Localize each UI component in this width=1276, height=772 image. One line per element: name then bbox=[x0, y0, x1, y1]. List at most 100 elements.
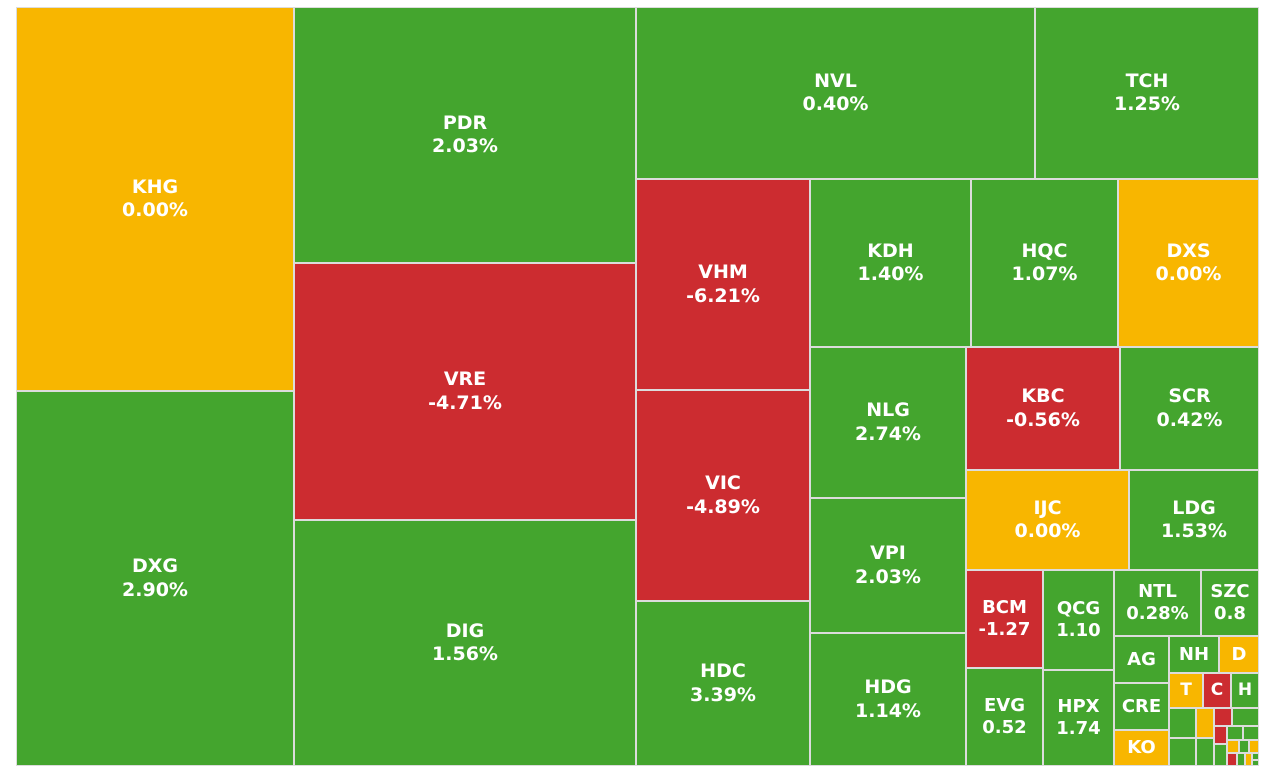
tile-label: KBC -0.56% bbox=[1006, 385, 1080, 431]
tile-t: T bbox=[1169, 673, 1203, 708]
tile-label: SCR 0.42% bbox=[1157, 385, 1223, 431]
tile-small bbox=[1252, 760, 1259, 766]
tile-ag: AG bbox=[1114, 636, 1169, 683]
tile-vic: VIC -4.89% bbox=[636, 390, 810, 601]
tile-label: QCG 1.10 bbox=[1056, 598, 1100, 642]
change-label: 1.10 bbox=[1056, 620, 1101, 641]
ticker-label: VPI bbox=[870, 542, 906, 565]
tile-label: AG bbox=[1127, 649, 1156, 671]
ticker-label: EVG bbox=[983, 695, 1025, 717]
tile-small bbox=[1245, 753, 1252, 766]
ticker-label: CRE bbox=[1121, 695, 1162, 717]
ticker-label: TCH bbox=[1125, 69, 1169, 92]
change-label: 2.03% bbox=[432, 135, 498, 157]
tile-small bbox=[1227, 726, 1243, 740]
tile-kdh: KDH 1.40% bbox=[810, 179, 971, 347]
tile-small bbox=[1169, 738, 1196, 766]
ticker-label: VRE bbox=[443, 368, 487, 391]
tile-hqc: HQC 1.07% bbox=[971, 179, 1118, 347]
tile-hpx: HPX 1.74 bbox=[1043, 670, 1114, 766]
tile-label: DXG 2.90% bbox=[122, 555, 188, 601]
change-label: 0.42% bbox=[1156, 408, 1223, 431]
tile-d: D bbox=[1219, 636, 1259, 673]
change-label: 1.40% bbox=[857, 263, 924, 285]
tile-khg: KHG 0.00% bbox=[16, 7, 294, 391]
tile-vpi: VPI 2.03% bbox=[810, 498, 966, 633]
tile-h: H bbox=[1231, 673, 1259, 708]
tile-label: DXS 0.00% bbox=[1156, 240, 1222, 286]
ticker-label: D bbox=[1231, 643, 1247, 665]
tile-label: KHG 0.00% bbox=[122, 176, 188, 222]
tile-label: VIC -4.89% bbox=[686, 472, 760, 518]
tile-nh: NH bbox=[1169, 636, 1219, 673]
tile-small bbox=[1227, 753, 1237, 766]
tile-small bbox=[1214, 708, 1232, 726]
tile-label: HDG 1.14% bbox=[855, 676, 921, 722]
tile-label: HQC 1.07% bbox=[1012, 240, 1078, 286]
tile-ldg: LDG 1.53% bbox=[1129, 470, 1259, 570]
tile-label: D bbox=[1232, 644, 1247, 666]
tile-small bbox=[1214, 726, 1227, 744]
ticker-label: SCR bbox=[1168, 385, 1211, 408]
ticker-label: H bbox=[1237, 680, 1253, 701]
change-label: -1.27 bbox=[978, 619, 1031, 640]
change-label: 3.39% bbox=[690, 683, 756, 706]
ticker-label: BCM bbox=[982, 597, 1027, 619]
tile-label: NLG 2.74% bbox=[855, 399, 921, 445]
tile-hdg: HDG 1.14% bbox=[810, 633, 966, 766]
change-label: -0.56% bbox=[1006, 408, 1080, 431]
change-label: 1.07% bbox=[1011, 263, 1078, 285]
tile-hdc: HDC 3.39% bbox=[636, 601, 810, 766]
ticker-label: AG bbox=[1127, 648, 1156, 670]
tile-label: KO bbox=[1127, 737, 1155, 759]
ticker-label: QCG bbox=[1056, 598, 1101, 620]
tile-label: HDC 3.39% bbox=[690, 660, 756, 706]
tile-label: NH bbox=[1179, 644, 1209, 666]
ticker-label: NVL bbox=[814, 69, 857, 92]
ticker-label: NH bbox=[1178, 643, 1210, 665]
ticker-label: T bbox=[1180, 680, 1192, 701]
tile-label: HPX 1.74 bbox=[1056, 696, 1100, 740]
ticker-label: C bbox=[1210, 680, 1224, 701]
tile-ntl: NTL 0.28% bbox=[1114, 570, 1201, 636]
ticker-label: HQC bbox=[1021, 239, 1068, 262]
ticker-label: HDG bbox=[864, 676, 912, 699]
tile-label: NVL 0.40% bbox=[803, 70, 869, 116]
tile-small bbox=[1243, 726, 1259, 740]
tile-label: EVG 0.52 bbox=[982, 695, 1026, 739]
tile-label: C bbox=[1211, 680, 1223, 701]
tile-small bbox=[1252, 753, 1259, 760]
tile-small bbox=[1169, 708, 1196, 738]
ticker-label: SZC bbox=[1210, 581, 1250, 603]
tile-ijc: IJC 0.00% bbox=[966, 470, 1129, 570]
change-label: 0.00% bbox=[122, 199, 188, 221]
change-label: 1.74 bbox=[1056, 718, 1101, 739]
ticker-label: HDC bbox=[700, 660, 746, 683]
tile-ko: KO bbox=[1114, 730, 1169, 766]
tile-small bbox=[1232, 708, 1259, 726]
tile-vhm: VHM -6.21% bbox=[636, 179, 810, 390]
tile-dxs: DXS 0.00% bbox=[1118, 179, 1259, 347]
tile-evg: EVG 0.52 bbox=[966, 668, 1043, 766]
ticker-label: PDR bbox=[442, 111, 488, 134]
tile-szc: SZC 0.8 bbox=[1201, 570, 1259, 636]
tile-dxg: DXG 2.90% bbox=[16, 391, 294, 766]
tile-cre: CRE bbox=[1114, 683, 1169, 730]
tile-label: NTL 0.28% bbox=[1126, 581, 1188, 625]
ticker-label: KO bbox=[1127, 737, 1156, 759]
change-label: 0.00% bbox=[1014, 520, 1081, 542]
change-label: 1.53% bbox=[1161, 520, 1227, 542]
tile-small bbox=[1196, 708, 1214, 738]
ticker-label: VIC bbox=[705, 472, 741, 495]
ticker-label: KDH bbox=[867, 239, 914, 262]
tile-label: DIG 1.56% bbox=[432, 620, 498, 666]
ticker-label: DIG bbox=[445, 619, 485, 642]
ticker-label: VHM bbox=[698, 261, 748, 284]
ticker-label: KBC bbox=[1021, 385, 1065, 408]
change-label: -4.89% bbox=[686, 495, 760, 518]
tile-tch: TCH 1.25% bbox=[1035, 7, 1259, 179]
change-label: 2.74% bbox=[855, 422, 921, 445]
tile-label: H bbox=[1238, 680, 1252, 701]
tile-label: KDH 1.40% bbox=[858, 240, 924, 286]
